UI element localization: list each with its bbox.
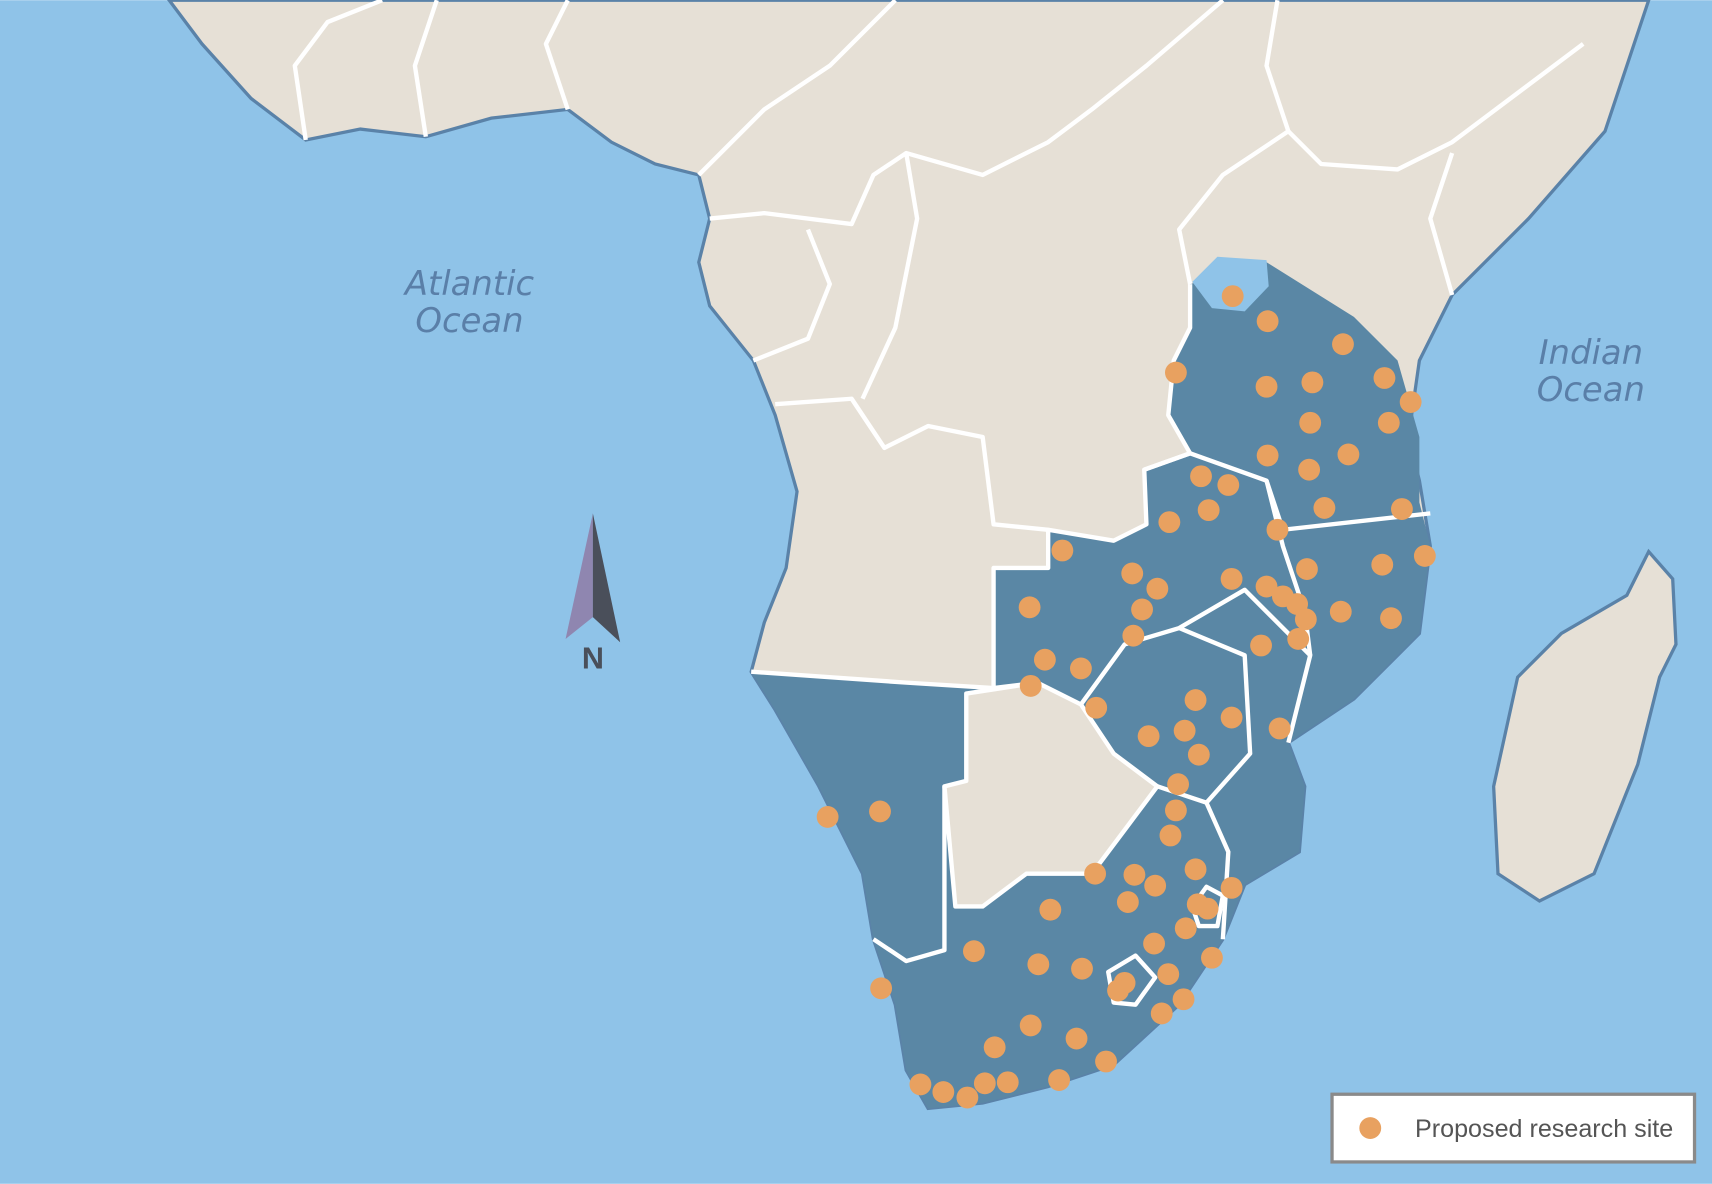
research-site <box>1220 567 1243 590</box>
research-site <box>870 977 893 1000</box>
research-site <box>983 1036 1006 1059</box>
research-site <box>1380 607 1402 630</box>
research-site <box>909 1073 932 1096</box>
research-site <box>1085 696 1108 719</box>
ocean-label: Ocean <box>1537 370 1645 409</box>
research-site <box>1301 371 1324 394</box>
research-site <box>1268 717 1291 740</box>
research-site <box>1164 361 1187 384</box>
research-site <box>1201 946 1223 969</box>
research-site <box>1116 891 1139 913</box>
research-site <box>1173 719 1196 742</box>
research-site <box>1220 706 1243 729</box>
research-site <box>1158 511 1181 534</box>
research-site <box>1337 443 1360 466</box>
research-site <box>1250 634 1272 657</box>
research-site <box>1296 558 1318 580</box>
research-site <box>1065 1027 1088 1050</box>
research-site <box>1266 518 1289 541</box>
research-site <box>1027 953 1050 976</box>
research-site <box>1143 932 1165 955</box>
ocean-label: Ocean <box>415 301 523 340</box>
research-site <box>1298 458 1321 481</box>
research-site <box>1018 596 1041 619</box>
borders <box>292 0 1585 1007</box>
research-site <box>1255 375 1278 398</box>
research-site <box>973 1072 996 1095</box>
research-site <box>1071 957 1093 980</box>
research-site <box>1150 1002 1173 1025</box>
research-site <box>1084 862 1107 885</box>
research-site <box>1039 898 1062 921</box>
research-site <box>1167 773 1190 796</box>
compass-label: N <box>582 641 604 675</box>
research-site <box>1019 674 1042 697</box>
research-site <box>1131 598 1153 621</box>
lake-victoria <box>1192 256 1269 312</box>
legend-label: Proposed research site <box>1415 1115 1673 1143</box>
research-site <box>1332 333 1354 356</box>
research-site <box>1377 411 1400 434</box>
research-site <box>963 940 985 963</box>
research-site <box>1157 963 1180 986</box>
research-site <box>1051 539 1074 562</box>
research-site <box>1107 979 1129 1002</box>
research-site <box>1329 600 1352 623</box>
research-site <box>1184 689 1207 712</box>
research-site <box>1299 411 1322 434</box>
research-site <box>1313 497 1336 519</box>
research-site <box>1122 624 1145 647</box>
research-site <box>956 1086 979 1109</box>
research-site <box>869 800 891 823</box>
research-site <box>1256 310 1279 333</box>
study-region <box>751 262 1431 1109</box>
research-site <box>1172 988 1195 1011</box>
research-site <box>1197 499 1220 522</box>
research-site <box>1174 917 1197 940</box>
research-site <box>816 806 839 828</box>
research-site <box>1221 285 1244 308</box>
research-site <box>1184 858 1207 881</box>
research-site <box>1048 1069 1070 1091</box>
research-site <box>1391 498 1413 520</box>
research-site <box>1256 444 1279 467</box>
research-site <box>1164 799 1187 822</box>
research-site <box>1187 743 1210 766</box>
research-site <box>1019 1014 1042 1037</box>
research-site <box>1144 874 1167 897</box>
research-site <box>1033 648 1056 671</box>
research-site <box>1217 474 1240 496</box>
research-site <box>1121 562 1144 585</box>
research-site <box>1159 824 1182 847</box>
research-site <box>1190 465 1212 488</box>
sites <box>816 285 1436 1109</box>
research-site <box>1095 1050 1117 1073</box>
north-arrow: N <box>565 513 621 675</box>
research-site <box>1123 863 1146 886</box>
research-site <box>1399 391 1422 413</box>
research-site <box>1255 575 1278 598</box>
research-site <box>1413 545 1436 567</box>
research-site <box>1287 628 1310 650</box>
ocean-label: Atlantic <box>403 264 535 303</box>
research-site <box>996 1071 1019 1094</box>
research-site <box>1137 725 1160 748</box>
legend: Proposed research site <box>1330 1092 1697 1164</box>
research-site <box>932 1081 955 1103</box>
research-site <box>1070 657 1092 680</box>
research-site <box>1196 897 1219 920</box>
research-site <box>1294 608 1317 631</box>
ocean-label: Indian <box>1539 333 1643 372</box>
research-site <box>1373 367 1396 389</box>
research-site <box>1146 577 1169 600</box>
research-site <box>1371 553 1394 576</box>
madagascar <box>1491 548 1678 903</box>
research-site <box>1220 876 1243 899</box>
